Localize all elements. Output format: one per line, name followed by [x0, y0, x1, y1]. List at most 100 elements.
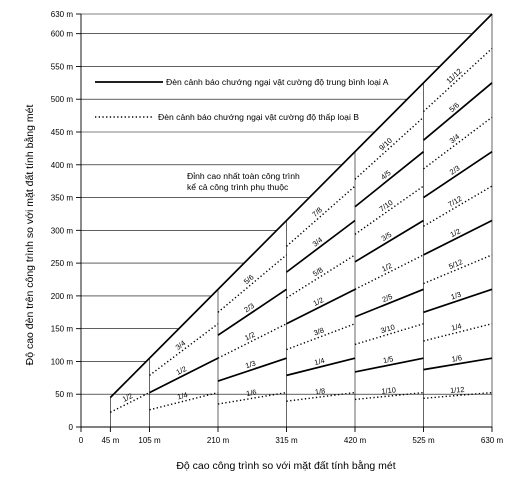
x-tick-label: 105 m [138, 436, 161, 445]
legend-label-type-a: Đèn cảnh báo chướng ngại vật cường độ tr… [166, 77, 389, 87]
y-tick-label: 630 m [51, 10, 74, 19]
fraction-label: 1/5 [382, 354, 394, 365]
fraction-label: 1/3 [450, 290, 463, 302]
series-line-1-10 [354, 391, 424, 401]
x-tick-label: 525 m [412, 436, 435, 445]
series-line-9-10 [354, 116, 424, 180]
fraction-label: 7/8 [310, 205, 324, 219]
fraction-label: 1/2 [380, 261, 393, 274]
y-tick-label: 450 m [51, 128, 74, 137]
fraction-label: 1/2 [121, 391, 134, 404]
series-line-1-2 [286, 288, 356, 325]
tick-labels: 0 45 m 105 m 210 m 315 m 420 m 525 m 630 m 0 50 m… [51, 10, 504, 445]
series-line-3-5 [354, 219, 424, 263]
series-line-1-4 [149, 391, 219, 411]
fraction-label: 1/2 [175, 364, 188, 377]
series-line-1-8 [286, 391, 356, 402]
x-tick-label: 630 m [481, 436, 504, 445]
fraction-label: 1/10 [381, 385, 396, 395]
fraction-label: 5/6 [447, 101, 461, 115]
series-line-4-5 [354, 151, 425, 208]
y-axis-title: Độ cao đèn trên công trình so với mặt đấ… [23, 105, 36, 366]
series-line-3-4 [423, 116, 493, 170]
envelope-line [109, 13, 493, 399]
series-line-7-10 [354, 185, 424, 235]
series-line-5-6 [422, 82, 493, 141]
fraction-label: 7/12 [446, 194, 463, 209]
series-line-1-6 [217, 391, 287, 405]
series-line-2-5 [354, 288, 424, 318]
fraction-label: 5/6 [242, 273, 256, 287]
y-tick-label: 550 m [51, 62, 74, 71]
series-line-7-12 [423, 185, 493, 227]
series-line-3-4 [149, 323, 219, 376]
fraction-label: 1/2 [243, 330, 256, 343]
fraction-label: 3/4 [311, 235, 325, 248]
fraction-label: 1/6 [451, 353, 463, 364]
series-line-1-4 [423, 323, 493, 342]
fraction-label: 3/4 [174, 338, 188, 351]
y-tick-label: 500 m [51, 95, 74, 104]
y-tick-label: 100 m [51, 357, 74, 366]
series-line-1-2 [423, 219, 493, 256]
series-line-1-3 [217, 357, 287, 382]
fraction-label: 1/2 [449, 226, 462, 239]
fraction-label: 1/4 [176, 390, 188, 401]
fraction-label: 9/10 [377, 136, 394, 152]
fraction-label: 1/4 [313, 356, 325, 367]
x-axis-title: Độ cao công trình so với mặt đất tính bằ… [176, 459, 395, 472]
fraction-label: 3/10 [379, 322, 395, 335]
x-tick-label: 0 [79, 436, 84, 445]
legend: Đèn cảnh báo chướng ngại vật cường độ tr… [95, 77, 389, 122]
x-tick-label: 315 m [275, 436, 298, 445]
annotation: Đỉnh cao nhất toàn công trình kể cả công… [187, 171, 300, 192]
y-tick-label: 300 m [51, 226, 74, 235]
fraction-label: 2/3 [448, 163, 462, 176]
fraction-label: 3/8 [312, 325, 325, 337]
axes [76, 13, 493, 432]
series-line-3-10 [354, 323, 424, 346]
series-line-1-12 [423, 391, 493, 400]
annotation-line-1: Đỉnh cao nhất toàn công trình [187, 171, 300, 181]
series-line-1-2 [149, 357, 219, 394]
y-tick-label: 200 m [51, 292, 74, 301]
y-tick-label: 350 m [51, 194, 74, 203]
series-line-1-2 [354, 254, 424, 290]
fraction-label: 2/3 [242, 301, 256, 314]
series-line-1-4 [286, 357, 356, 377]
fraction-label: 1/3 [244, 359, 257, 371]
fraction-label: 1/12 [450, 385, 465, 395]
annotation-line-2: kể cả công trình phụ thuộc [187, 182, 289, 192]
y-tick-label: 250 m [51, 259, 74, 268]
y-tick-label: 0 [69, 423, 74, 432]
series-line-5-6 [217, 254, 287, 313]
series-line-2-3 [217, 288, 287, 336]
y-tick-label: 50 m [55, 390, 73, 399]
fraction-label: 1/4 [450, 321, 462, 332]
x-tick-label: 45 m [101, 436, 119, 445]
series-line-1-5 [354, 357, 424, 373]
y-tick-label: 150 m [51, 325, 74, 334]
series-line-7-8 [286, 185, 356, 247]
series-line-11-12 [423, 47, 493, 113]
series-line-1-3 [423, 288, 493, 314]
x-tick-label: 210 m [207, 436, 230, 445]
x-tick-label: 420 m [344, 436, 367, 445]
series-lines [109, 13, 493, 413]
fraction-label: 1/2 [312, 295, 325, 308]
series-line-3-4 [285, 219, 356, 273]
fraction-label: 5/12 [447, 257, 464, 271]
fraction-label: 11/12 [444, 67, 463, 86]
fraction-label: 1/6 [246, 388, 258, 399]
fraction-label: 2/5 [381, 292, 394, 304]
legend-label-type-b: Đèn cảnh báo chướng ngại vật cường độ th… [158, 112, 359, 122]
series-line-1-6 [423, 357, 493, 371]
fraction-label: 5/8 [311, 265, 324, 278]
fraction-label: 1/8 [314, 386, 325, 396]
series-line-5-8 [286, 254, 356, 299]
series-line-2-3 [423, 150, 493, 199]
fraction-label: 4/5 [379, 168, 393, 181]
series-line-1-2 [217, 323, 287, 359]
series-line-3-8 [286, 323, 356, 351]
